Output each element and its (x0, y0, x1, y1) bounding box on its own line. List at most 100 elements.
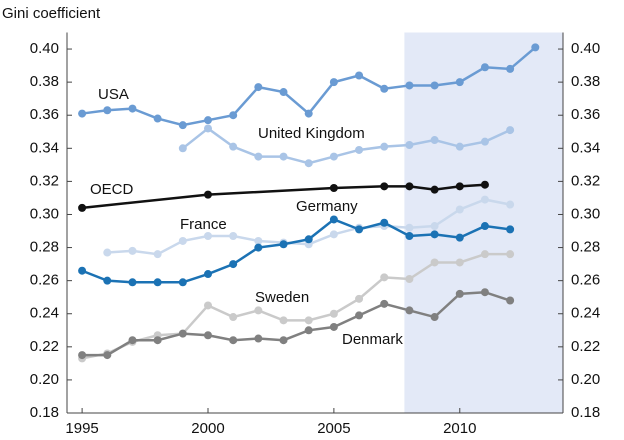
series-point (203, 270, 212, 279)
series-point (455, 78, 464, 87)
series-point (229, 336, 238, 345)
y-tick-label: 0.18 (30, 404, 59, 421)
series-label: USA (98, 86, 129, 103)
y2-tick-label: 0.36 (571, 106, 600, 123)
series-point (380, 218, 389, 227)
y-tick-label: 0.22 (30, 338, 59, 355)
series-point (229, 313, 238, 322)
series-point (455, 258, 464, 267)
y-tick-label: 0.28 (30, 239, 59, 256)
series-point (254, 236, 263, 245)
x-tick-label: 2010 (443, 420, 476, 437)
series-label: Denmark (342, 331, 403, 348)
series-point (405, 140, 414, 149)
series-point (405, 231, 414, 240)
series-point (506, 250, 515, 259)
series-point (480, 137, 489, 146)
y-tick-label: 0.30 (30, 205, 59, 222)
series-point (304, 326, 313, 335)
series-point (506, 200, 515, 209)
series-label: Germany (296, 198, 358, 215)
series-point (254, 83, 263, 92)
series-point (279, 240, 288, 249)
series-point (430, 81, 439, 90)
x-tick-label: 1995 (65, 420, 98, 437)
series-point (430, 313, 439, 322)
series-point (480, 222, 489, 231)
series-point (229, 260, 238, 269)
series-point (178, 278, 187, 287)
series-point (355, 294, 364, 303)
series-point (329, 215, 338, 224)
y-tick-label: 0.24 (30, 305, 59, 322)
series-point (380, 273, 389, 282)
series-point (480, 180, 489, 189)
series-point (304, 316, 313, 325)
y2-tick-label: 0.32 (571, 172, 600, 189)
series-point (329, 78, 338, 87)
y-tick-label: 0.20 (30, 371, 59, 388)
series-line (81, 183, 486, 210)
y-tick-label: 0.40 (30, 40, 59, 57)
y2-tick-label: 0.34 (571, 139, 600, 156)
series-point (355, 145, 364, 154)
series-point (153, 278, 162, 287)
y2-tick-label: 0.24 (571, 305, 600, 322)
x-tick-label: 2005 (317, 420, 350, 437)
series-point (203, 231, 212, 240)
series-point (178, 121, 187, 130)
series-point (103, 106, 112, 115)
series-point (455, 142, 464, 151)
series-point (506, 64, 515, 73)
series-label: France (180, 216, 227, 233)
y-tick-label: 0.36 (30, 106, 59, 123)
series-point (380, 299, 389, 308)
series-label: OECD (90, 181, 134, 198)
y2-tick-label: 0.20 (571, 371, 600, 388)
series-point (128, 104, 137, 113)
series-point (153, 114, 162, 123)
y2-tick-label: 0.40 (571, 40, 600, 57)
series-line (81, 218, 511, 284)
series-point (355, 225, 364, 234)
series-point (279, 88, 288, 97)
series-point (203, 301, 212, 310)
y2-tick-label: 0.18 (571, 404, 600, 421)
series-label: Sweden (255, 289, 309, 306)
series-point (78, 109, 87, 118)
series-point (430, 230, 439, 239)
y-tick-label: 0.38 (30, 73, 59, 90)
y2-tick-label: 0.38 (571, 73, 600, 90)
series-point (153, 250, 162, 259)
series-point (304, 235, 313, 244)
series-point (430, 258, 439, 267)
series-line (81, 252, 511, 360)
series-point (128, 336, 137, 345)
series-point (329, 322, 338, 331)
series-point (279, 336, 288, 345)
series-point (153, 336, 162, 345)
series-point (506, 296, 515, 305)
y-tick-label: 0.26 (30, 272, 59, 289)
series-point (405, 223, 414, 232)
series-point (304, 159, 313, 168)
series-point (178, 329, 187, 338)
series-point (430, 222, 439, 231)
series-point (229, 111, 238, 120)
series-point (506, 126, 515, 135)
series-point (405, 306, 414, 315)
series-point (405, 274, 414, 283)
series-point (430, 136, 439, 145)
series-point (103, 351, 112, 360)
series-point (203, 331, 212, 340)
series-point (329, 309, 338, 318)
series-point (103, 276, 112, 285)
series-point (254, 306, 263, 315)
y2-tick-label: 0.22 (571, 338, 600, 355)
series-point (203, 116, 212, 125)
series-label: United Kingdom (258, 125, 365, 142)
series-point (128, 278, 137, 287)
series-point (229, 231, 238, 240)
series-point (78, 351, 87, 360)
